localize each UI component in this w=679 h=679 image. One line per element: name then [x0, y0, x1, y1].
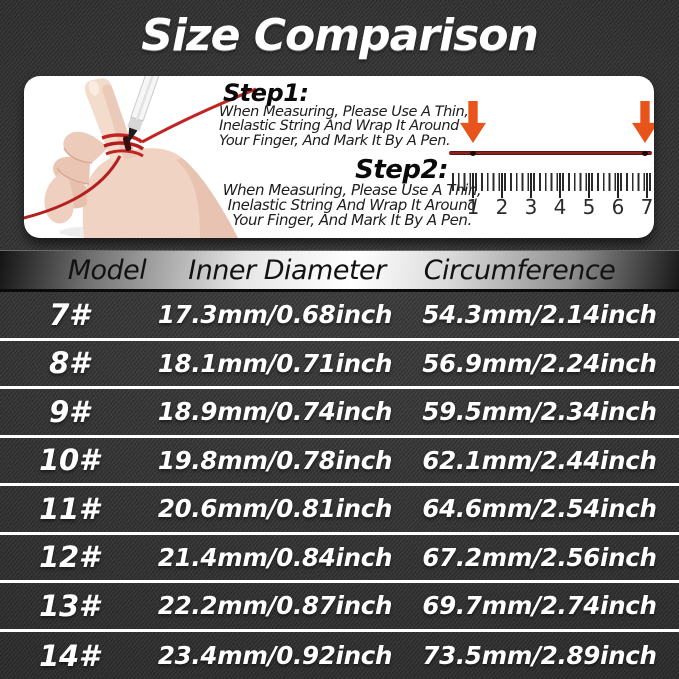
table-row: 13# 22.2mm/0.87inch 69.7mm/2.74inch: [0, 583, 679, 632]
circumference-cell: 73.5mm/2.89inch: [422, 641, 657, 671]
pen-mark-dot: [470, 151, 476, 156]
step-2-line: When Measuring, Please Use A Thin,: [222, 181, 482, 199]
model-cell: 14#: [39, 638, 99, 673]
inner-diameter-cell: 21.4mm/0.84inch: [157, 542, 393, 572]
step-1-heading: Step1:: [223, 79, 309, 107]
down-arrow-icon: [460, 101, 486, 143]
circumference-cell: 62.1mm/2.44inch: [422, 445, 657, 475]
model-cell: 10#: [39, 443, 99, 478]
table-row: 11# 20.6mm/0.81inch 64.6mm/2.54inch: [0, 486, 679, 535]
table-row: 9# 18.9mm/0.74inch 59.5mm/2.34inch: [0, 389, 679, 438]
ruler-number: 4: [553, 195, 567, 219]
ruler-number: 3: [524, 195, 538, 219]
model-cell: 8#: [49, 346, 89, 381]
model-cell: 12#: [39, 540, 99, 575]
pen-mark-dot: [642, 151, 648, 156]
measuring-instructions-panel: Step1: When Measuring, Please Use A Thin…: [24, 76, 654, 238]
pen-tip: [128, 127, 138, 144]
step-1-line: Inelastic String And Wrap It Around: [219, 118, 459, 135]
model-cell: 9#: [49, 394, 89, 429]
inner-diameter-cell: 19.8mm/0.78inch: [157, 445, 393, 475]
model-cell: 13#: [39, 588, 99, 623]
ruler-number: 1: [466, 195, 480, 219]
ruler-number: 6: [611, 195, 625, 219]
step-2-heading: Step2:: [355, 155, 448, 185]
ruler: 1 2 3 4 5 6 7: [444, 76, 654, 238]
model-cell: 11#: [39, 491, 99, 526]
circumference-cell: 69.7mm/2.74inch: [422, 591, 657, 621]
circumference-cell: 67.2mm/2.56inch: [422, 542, 657, 572]
table-row: 8# 18.1mm/0.71inch 56.9mm/2.24inch: [0, 341, 679, 389]
circumference-cell: 59.5mm/2.34inch: [422, 397, 657, 427]
step-1-line: When Measuring, Please Use A Thin,: [219, 104, 469, 120]
header-model: Model: [67, 254, 147, 286]
circumference-cell: 54.3mm/2.14inch: [422, 300, 657, 330]
step-2: Step2: When Measuring, Please Use A Thin…: [216, 157, 488, 229]
inner-diameter-cell: 23.4mm/0.92inch: [157, 641, 393, 671]
table-row: 10# 19.8mm/0.78inch 62.1mm/2.44inch: [0, 438, 679, 486]
model-cell: 7#: [49, 297, 89, 332]
step-1-line: Your Finger, And Mark It By A Pen.: [219, 132, 451, 149]
ruler-major-ticks: [472, 173, 650, 198]
inner-diameter-cell: 17.3mm/0.68inch: [157, 300, 393, 330]
hand-with-string-illustration: [24, 76, 256, 238]
circumference-cell: 56.9mm/2.24inch: [422, 348, 657, 378]
inner-diameter-cell: 18.1mm/0.71inch: [157, 348, 393, 378]
table-row: 14# 23.4mm/0.92inch 73.5mm/2.89inch: [0, 632, 679, 679]
table-header-row: Model Inner Diameter Circumference: [0, 250, 679, 292]
inner-diameter-cell: 22.2mm/0.87inch: [157, 591, 393, 621]
step-2-line: Inelastic String And Wrap It Around: [227, 196, 477, 215]
inner-diameter-cell: 20.6mm/0.81inch: [157, 494, 393, 524]
header-inner-diameter: Inner Diameter: [188, 254, 386, 286]
table-row: 7# 17.3mm/0.68inch 54.3mm/2.14inch: [0, 292, 679, 341]
circumference-cell: 64.6mm/2.54inch: [422, 494, 657, 524]
down-arrow-icon: [632, 101, 654, 143]
stretched-string-line: [449, 151, 652, 155]
ruler-number: 5: [582, 195, 596, 219]
ruler-number: 2: [495, 195, 509, 219]
measuring-steps: Step1: When Measuring, Please Use A Thin…: [216, 76, 488, 238]
page-title: Size Comparison: [141, 10, 539, 61]
inner-diameter-cell: 18.9mm/0.74inch: [157, 397, 393, 427]
table-row: 12# 21.4mm/0.84inch 67.2mm/2.56inch: [0, 535, 679, 583]
ruler-number: 7: [640, 195, 654, 219]
step-1: Step1: When Measuring, Please Use A Thin…: [216, 79, 469, 149]
step-2-line: Your Finger, And Mark It By A Pen.: [232, 211, 472, 230]
header-circumference: Circumference: [423, 254, 616, 286]
ring-size-table: Model Inner Diameter Circumference 7# 17…: [0, 250, 679, 679]
